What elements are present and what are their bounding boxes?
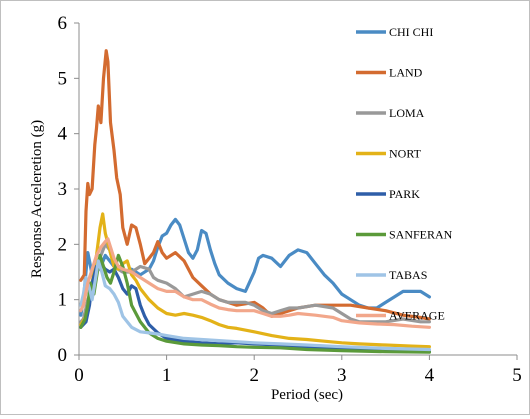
series-line-loma (79, 242, 431, 324)
y-tick-label: 5 (58, 68, 68, 89)
legend-label-loma: LOMA (389, 106, 425, 120)
legend-label-tabas: TABAS (389, 268, 427, 282)
series-line-average (79, 237, 431, 329)
y-tick-label: 2 (58, 234, 68, 255)
legend-label-average: AVERAGE (389, 309, 445, 323)
legend-label-sanferan: SANFERAN (389, 228, 453, 242)
y-axis-title: Response Acceleretion (g) (29, 120, 45, 278)
y-tick-label: 0 (58, 345, 68, 366)
legend-label-chi-chi: CHI CHI (389, 25, 433, 39)
x-tick-label: 2 (249, 365, 259, 386)
x-tick-label: 1 (162, 365, 172, 386)
legend-label-land: LAND (389, 66, 423, 80)
series-line-nort (79, 212, 431, 349)
legend-label-park: PARK (389, 187, 420, 201)
y-tick-label: 3 (58, 179, 68, 200)
legend-label-nort: NORT (389, 147, 422, 161)
y-tick-label: 6 (58, 13, 68, 34)
x-tick-label: 3 (337, 365, 347, 386)
x-axis-title: Period (sec) (271, 387, 343, 403)
y-tick-label: 4 (58, 124, 68, 145)
x-tick-label: 0 (74, 365, 84, 386)
y-tick-label: 1 (58, 290, 68, 311)
series-line-tabas (79, 259, 431, 352)
series-line-chi-chi (79, 217, 431, 317)
x-tick-label: 4 (425, 365, 435, 386)
x-tick-label: 5 (512, 365, 522, 386)
